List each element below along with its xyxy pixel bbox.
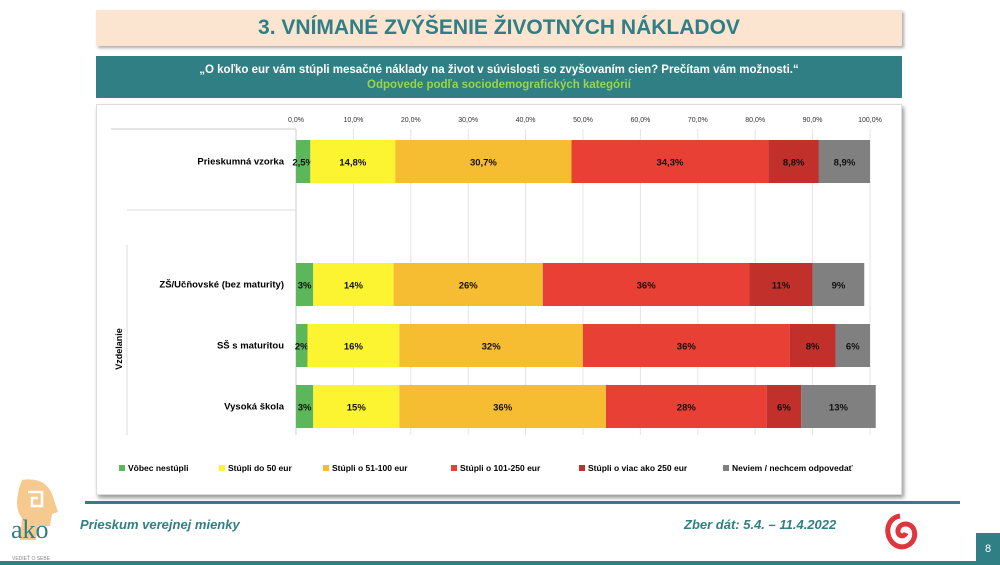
question-subtitle: Odpovede podľa sociodemografických kateg… (367, 79, 631, 91)
data-label: 14% (344, 281, 364, 292)
bar-segment (605, 385, 767, 428)
x-tick-label: 10,0% (343, 117, 363, 124)
data-label: 36% (493, 403, 513, 414)
chart-panel: 0,0% 10,0% 20,0% 30,0% 40,0% 50,0% 60,0% 70,0% 8… (96, 104, 902, 495)
legend-label: Stúpli o viac ako 250 eur (588, 463, 688, 473)
ako-logo: ako VEDIEŤ O SEBE (8, 478, 68, 563)
data-label: 11% (772, 281, 791, 292)
stacked-bar-chart: 0,0% 10,0% 20,0% 30,0% 40,0% 50,0% 60,0% 70,0% 8… (111, 117, 882, 473)
legend-swatch (451, 465, 457, 471)
bar-segment (313, 263, 394, 306)
bar-segment (801, 385, 876, 428)
bar-segment (296, 263, 314, 306)
data-label: 8% (806, 342, 820, 353)
x-tick-label: 30,0% (458, 117, 478, 124)
legend-swatch (219, 465, 225, 471)
data-label: 3% (298, 281, 312, 292)
x-tick-label: 70,0% (688, 117, 708, 124)
spiral-logo-icon (880, 512, 920, 552)
legend-swatch (119, 465, 125, 471)
footer-divider (85, 501, 960, 504)
legend-label: Neviem / nechcem odpovedať (732, 463, 854, 473)
bar-segment (789, 324, 836, 367)
category-label: Prieskumná vzorka (197, 157, 284, 168)
bar-segment (399, 385, 606, 428)
bar-segment (542, 263, 750, 306)
data-label: 2% (295, 342, 309, 353)
footer-date-range: Zber dát: 5.4. – 11.4.2022 (684, 517, 837, 532)
bar-segment (313, 385, 400, 428)
data-label: 8,8% (783, 158, 805, 169)
x-tick-label: 80,0% (745, 117, 765, 124)
category-label: SŠ s maturitou (217, 340, 284, 352)
bar-segment (571, 140, 769, 183)
data-label: 3% (298, 403, 312, 414)
bar-segment (310, 140, 396, 183)
bar-segment (399, 324, 583, 367)
svg-text:ako: ako (11, 515, 49, 544)
legend-label: Stúpli o 51-100 eur (332, 463, 408, 473)
data-label: 32% (482, 342, 502, 353)
x-tick-label: 0,0% (288, 117, 304, 124)
data-label: 16% (344, 342, 364, 353)
question-text: „O koľko eur vám stúpli mesačné náklady … (199, 64, 799, 76)
bar-segment (583, 324, 790, 367)
bar-segment (812, 263, 865, 306)
data-label: 6% (846, 342, 860, 353)
x-tick-label: 100,0% (858, 117, 882, 124)
data-label: 14,8% (339, 158, 366, 169)
data-label: 6% (777, 403, 791, 414)
page-number: 8 (976, 533, 1000, 565)
bar-segment (835, 324, 870, 367)
data-label: 34,3% (656, 158, 683, 169)
bar-segment (307, 324, 400, 367)
svg-text:VEDIEŤ O SEBE: VEDIEŤ O SEBE (12, 554, 51, 562)
bar-segment (395, 140, 572, 183)
category-label: Vysoká škola (224, 402, 285, 413)
x-tick-label: 20,0% (401, 117, 421, 124)
footer-survey-name: Prieskum verejnej mienky (80, 517, 240, 532)
legend-label: Stúpli do 50 eur (228, 463, 292, 473)
x-tick-label: 60,0% (630, 117, 650, 124)
bar-segment (818, 140, 870, 183)
data-label: 9% (832, 281, 846, 292)
legend-label: Stúpli o 101-250 eur (460, 463, 541, 473)
bottom-bar (0, 561, 1000, 565)
data-label: 36% (677, 342, 697, 353)
data-label: 30,7% (470, 158, 497, 169)
data-label: 26% (459, 281, 479, 292)
bar-segment (749, 263, 813, 306)
data-label: 28% (677, 403, 697, 414)
category-label: ZŠ/Učňovské (bez maturity) (159, 279, 284, 291)
bar-segment (296, 324, 308, 367)
bar-segment (296, 385, 314, 428)
data-label: 2,5% (292, 158, 314, 169)
x-tick-label: 50,0% (573, 117, 593, 124)
legend-swatch (579, 465, 585, 471)
legend-label: Vôbec nestúpli (128, 463, 188, 473)
data-label: 8,9% (834, 158, 856, 169)
group-label: Vzdelanie (114, 328, 124, 370)
legend-swatch (723, 465, 729, 471)
page-title: 3. VNÍMANÉ ZVÝŠENIE ŽIVOTNÝCH NÁKLADOV (96, 10, 902, 46)
legend-swatch (323, 465, 329, 471)
data-label: 36% (637, 281, 657, 292)
x-tick-label: 90,0% (803, 117, 823, 124)
bar-segment (296, 140, 311, 183)
data-label: 15% (347, 403, 367, 414)
bar-segment (766, 385, 802, 428)
bar-segment (768, 140, 819, 183)
data-label: 13% (829, 403, 849, 414)
question-banner: „O koľko eur vám stúpli mesačné náklady … (96, 56, 902, 98)
x-tick-label: 40,0% (516, 117, 536, 124)
bar-segment (393, 263, 543, 306)
